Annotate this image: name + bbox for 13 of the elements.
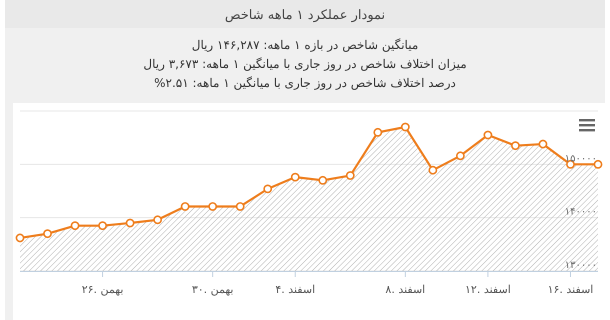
chart-subtitle: میانگین شاخص در بازه ۱ ماهه: ۱۴۶,۲۸۷ ریال xyxy=(192,38,418,52)
text: درصد اختلاف شاخص در روز جاری با میانگین ۱ ماهه: ۲.۵۱% xyxy=(154,76,456,90)
x-tick-label: ۱۲. اسفند xyxy=(465,283,511,296)
chart-title: نمودار عملکرد ۱ ماهه شاخص xyxy=(224,8,386,23)
x-tick-label: ۱۶. اسفند xyxy=(548,283,594,296)
text: میزان اختلاف شاخص در روز جاری با میانگین ۱ ماهه: ۳,۶۷۳ ریال xyxy=(143,57,467,71)
y-tick-label: ۱۴۰۰۰۰ xyxy=(564,206,597,218)
x-tick-label: ۸. اسفند xyxy=(385,283,426,296)
x-tick-label: ۳۰. بهمن xyxy=(192,283,234,296)
y-tick-label: ۱۳۰۰۰۰ xyxy=(564,260,597,271)
y-tick-label: ۱۵۰۰۰۰ xyxy=(564,153,597,164)
x-tick-label: ۴. اسفند xyxy=(275,283,316,296)
x-tick-label: ۲۶. بهمن xyxy=(82,283,124,296)
